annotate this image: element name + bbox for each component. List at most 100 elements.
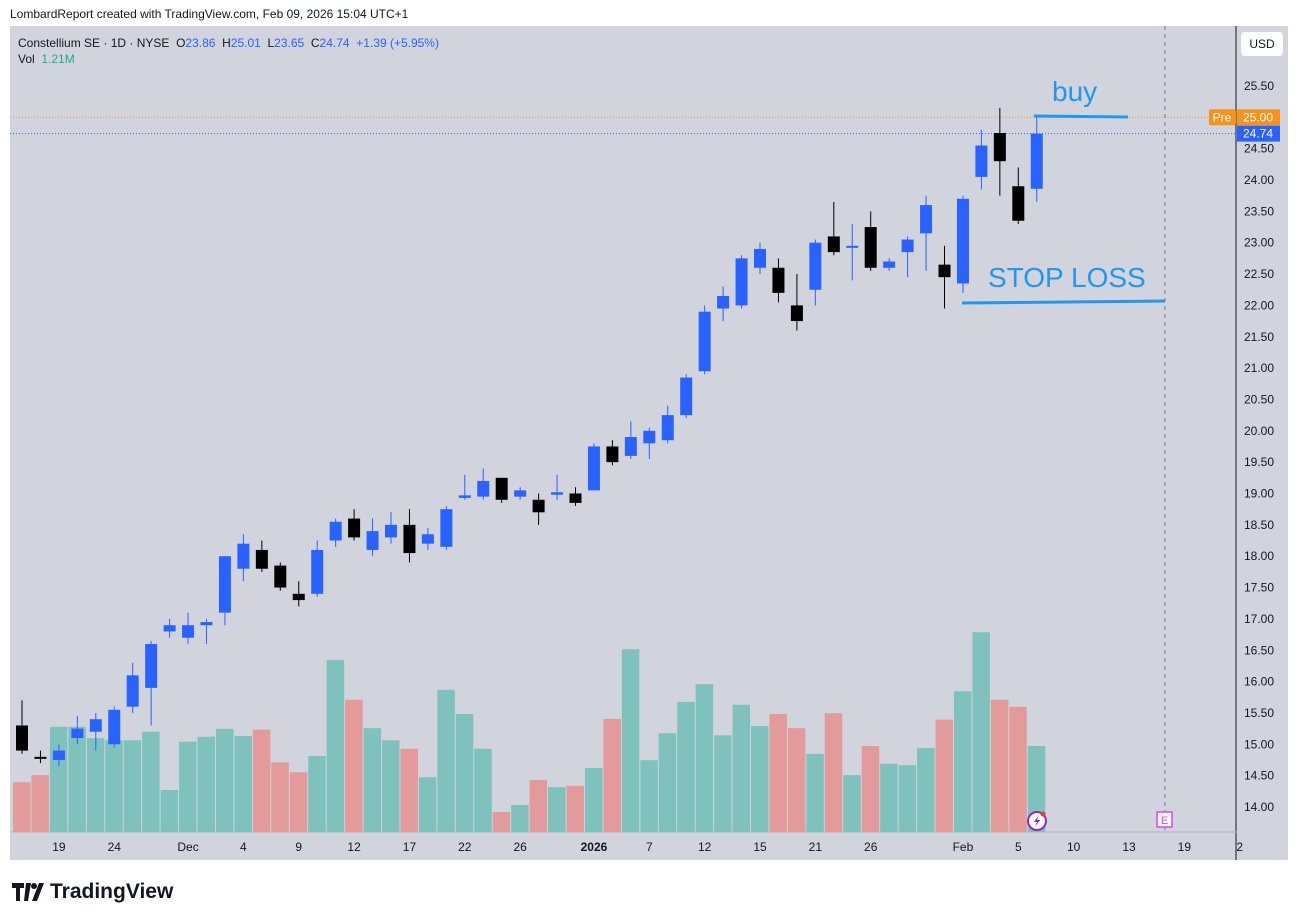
- buy-line: [1033, 114, 1129, 119]
- price-tick-label: 14.00: [1244, 800, 1274, 814]
- time-tick-label: 22: [458, 840, 472, 854]
- time-tick-label: 4: [240, 840, 247, 854]
- candle-body: [52, 750, 65, 760]
- volume-bar: [824, 713, 843, 832]
- last-price: 24.74: [1243, 127, 1273, 141]
- volume-bar: [382, 740, 400, 832]
- price-tick-label: 24.50: [1244, 142, 1274, 156]
- volume-bar: [215, 728, 234, 832]
- candle-body: [182, 625, 195, 638]
- volume-bar: [787, 728, 806, 832]
- candle-body: [366, 531, 379, 550]
- volume-bar: [345, 699, 363, 832]
- time-tick-label: 15: [753, 840, 767, 854]
- volume-bar: [695, 684, 714, 832]
- volume-bar: [769, 713, 787, 832]
- pre-market-price: 25.00: [1243, 110, 1273, 124]
- high-label: H: [222, 36, 231, 50]
- time-tick-label: 12: [698, 840, 712, 854]
- volume-bar: [492, 812, 511, 832]
- candle-body: [16, 725, 28, 751]
- candle-body: [809, 242, 822, 290]
- candle-body: [477, 480, 490, 497]
- price-axis: [1237, 26, 1288, 860]
- volume-bar: [252, 729, 271, 832]
- time-tick-label: 21: [809, 840, 823, 854]
- chart-credit: LombardReport created with TradingView.c…: [10, 7, 409, 21]
- volume-bar: [806, 753, 824, 832]
- volume-bar: [160, 790, 179, 832]
- candle-body: [89, 719, 102, 732]
- candle-body: [292, 593, 305, 601]
- flash-icon: [1034, 815, 1040, 827]
- volume-bar: [843, 775, 861, 832]
- volume-bar: [603, 718, 621, 832]
- volume-bar: [123, 740, 142, 832]
- candle-body: [126, 675, 139, 707]
- time-tick-label: 17: [403, 840, 417, 854]
- last-price-badge: [1237, 125, 1280, 142]
- volume-bar: [31, 775, 49, 832]
- symbol-title: Constellium SE · 1D · NYSE: [18, 36, 170, 50]
- volume-bar: [972, 632, 990, 832]
- volume-bar: [640, 760, 658, 832]
- time-tick-label: 19: [52, 840, 66, 854]
- candle-body: [255, 549, 268, 569]
- change-value: +1.39 (+5.95%): [356, 36, 439, 50]
- volume-bar: [935, 719, 953, 832]
- candle-body: [34, 756, 47, 759]
- candle-body: [514, 490, 527, 497]
- candle-body: [329, 521, 342, 541]
- volume-bar: [621, 649, 640, 832]
- time-tick-label: 26: [513, 840, 527, 854]
- volume-bar: [511, 804, 529, 832]
- tradingview-logo-icon: [12, 883, 44, 901]
- pre-market-label: Pre: [1213, 110, 1232, 124]
- volume-bar: [880, 763, 898, 832]
- volume-bar: [861, 745, 880, 832]
- stop-loss-label: STOP LOSS: [988, 262, 1146, 293]
- candle-body: [440, 509, 453, 547]
- candle-body: [403, 524, 416, 554]
- volume-bar: [1027, 745, 1046, 832]
- time-tick-label: 26: [864, 840, 878, 854]
- time-tick-label: 24: [108, 840, 122, 854]
- time-tick-label: 2: [1236, 840, 1243, 854]
- volume-bar: [86, 738, 105, 832]
- price-tick-label: 16.50: [1244, 643, 1274, 657]
- candle-body: [200, 622, 213, 626]
- notification-dot-icon: [1040, 811, 1046, 817]
- volume-bar: [271, 762, 289, 832]
- candle-body: [754, 248, 766, 268]
- currency-button[interactable]: USD: [1241, 32, 1283, 56]
- candle-body: [735, 258, 748, 306]
- volume-bar: [363, 728, 382, 832]
- volume-bar: [13, 782, 31, 832]
- candle-body: [772, 267, 785, 293]
- close-value: 24.74: [319, 36, 350, 50]
- volume-bar: [142, 731, 160, 832]
- candle-body: [661, 415, 674, 441]
- candle-body: [71, 728, 84, 739]
- brand-name: TradingView: [50, 880, 174, 903]
- candle-body: [956, 198, 969, 284]
- price-tick-label: 19.50: [1244, 455, 1274, 469]
- ohlc-row: Constellium SE · 1D · NYSE O23.86 H25.01…: [18, 35, 439, 51]
- price-tick-label: 24.00: [1244, 173, 1274, 187]
- price-tick-label: 22.50: [1244, 267, 1274, 281]
- price-tick-label: 19.00: [1244, 487, 1274, 501]
- volume-bar: [437, 689, 455, 832]
- candle-body: [421, 534, 434, 544]
- pre-market-badge: [1209, 109, 1236, 126]
- candle-body: [145, 643, 158, 688]
- tradingview-logo[interactable]: TradingView: [12, 880, 173, 904]
- price-tick-label: 20.50: [1244, 392, 1274, 406]
- candle-body: [108, 709, 121, 745]
- volume-label: Vol: [18, 52, 35, 66]
- volume-bar: [548, 787, 566, 832]
- candle-body: [606, 446, 619, 463]
- candle-body: [385, 524, 397, 538]
- low-value: 23.65: [274, 36, 305, 50]
- time-tick-label: 13: [1122, 840, 1136, 854]
